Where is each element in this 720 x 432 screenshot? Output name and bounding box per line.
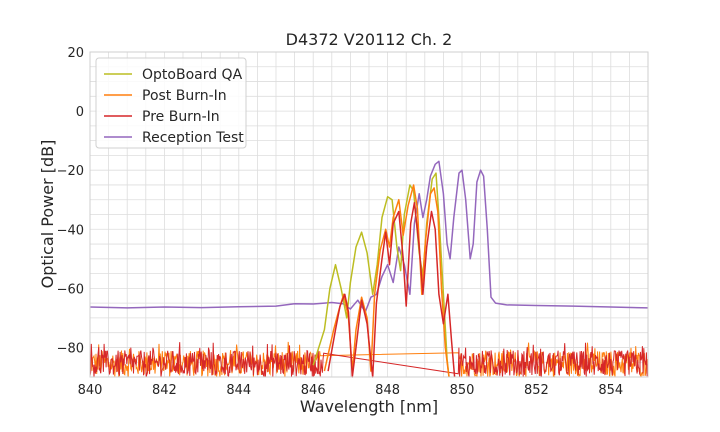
chart-title: D4372 V20112 Ch. 2 bbox=[286, 30, 453, 49]
x-tick-labels: 840 842 844 846 848 850 852 854 bbox=[78, 383, 624, 398]
y-axis-title: Optical Power [dB] bbox=[38, 140, 57, 289]
series-line-0 bbox=[312, 172, 450, 378]
noise-floor bbox=[89, 341, 649, 378]
x-tick-label: 852 bbox=[524, 383, 549, 398]
x-tick-label: 844 bbox=[226, 383, 251, 398]
plot-frame bbox=[89, 51, 649, 378]
x-tick-label: 848 bbox=[375, 383, 400, 398]
legend-label: Pre Burn-In bbox=[142, 109, 220, 125]
noise-pre-burn-in bbox=[89, 342, 649, 378]
x-tick-label: 854 bbox=[598, 383, 623, 398]
y-tick-label: −60 bbox=[57, 282, 84, 297]
y-tick-label: −40 bbox=[57, 223, 84, 238]
legend-box bbox=[95, 57, 247, 149]
x-tick-label: 842 bbox=[152, 383, 177, 398]
series-line-2 bbox=[327, 201, 456, 378]
series-lines bbox=[89, 160, 649, 378]
series-line-3 bbox=[89, 160, 649, 313]
y-tick-labels: −80 −60 −40 −20 0 20 bbox=[57, 46, 84, 356]
legend-label: OptoBoard QA bbox=[142, 67, 243, 83]
x-tick-label: 850 bbox=[450, 383, 475, 398]
y-tick-label: 20 bbox=[67, 46, 84, 61]
legend: OptoBoard QA Post Burn-In Pre Burn-In Recep… bbox=[95, 57, 247, 149]
y-tick-label: 0 bbox=[76, 105, 84, 120]
legend-label: Reception Test bbox=[142, 130, 244, 146]
x-tick-label: 840 bbox=[78, 383, 103, 398]
x-tick-label: 846 bbox=[301, 383, 326, 398]
x-axis-title: Wavelength [nm] bbox=[300, 397, 438, 416]
legend-label: Post Burn-In bbox=[142, 88, 227, 104]
y-tick-label: −80 bbox=[57, 341, 84, 356]
y-tick-label: −20 bbox=[57, 164, 84, 179]
